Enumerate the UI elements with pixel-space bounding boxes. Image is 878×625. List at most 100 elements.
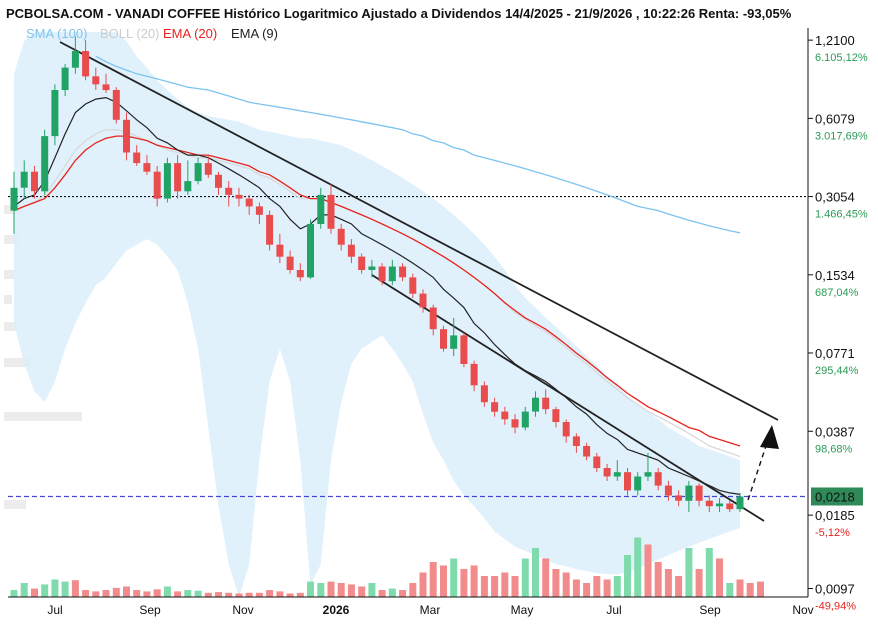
candle-body (266, 214, 274, 245)
volume-bar (695, 569, 703, 597)
x-tick-label: May (511, 603, 534, 617)
candle-body (255, 206, 263, 215)
volume-bar (399, 590, 407, 597)
candle-body (521, 411, 529, 428)
volume-bar (235, 593, 243, 597)
legend: SMA (100) BOLL (20) EMA (20) EMA (9) (26, 26, 278, 41)
candle-body (685, 485, 693, 501)
volume-bar (675, 576, 683, 597)
x-tick-label: 2026 (323, 603, 350, 617)
ema20-line (13, 135, 741, 447)
candle-body (716, 503, 723, 507)
volume-bar (245, 592, 253, 597)
volume-bar (716, 558, 723, 597)
last-price-label: 0,0218 (815, 489, 855, 504)
candle-body (286, 256, 294, 270)
ema9-line (13, 96, 741, 495)
volume-bar (153, 589, 161, 597)
volume-bar (491, 576, 499, 597)
candle-body (399, 266, 407, 278)
candle-body (695, 485, 703, 501)
candle-body (317, 194, 325, 224)
volume-bar (276, 591, 284, 597)
candle-body (736, 496, 744, 510)
volume-bar (429, 562, 437, 597)
y-tick-label: 0,6079 (815, 111, 855, 126)
projection-arrow-line (747, 439, 769, 501)
volume-profile-bar (4, 358, 29, 367)
legend-entry: EMA (9) (231, 26, 278, 41)
volume-bar (511, 576, 519, 597)
volume-bar (82, 590, 90, 597)
volume-bar (347, 584, 355, 597)
y-tick-percent: 98,68% (815, 443, 853, 455)
volume-bar (685, 548, 693, 597)
volume-bar (450, 558, 458, 597)
candle-body (572, 436, 580, 446)
volume-bar (572, 579, 580, 597)
volume-bar (705, 548, 713, 597)
candle-body (634, 476, 642, 491)
candle-body (10, 187, 18, 211)
volume-bar (388, 588, 396, 597)
x-axis: Jul Sep Nov 2026 Mar May Jul Sep Nov (8, 596, 814, 617)
volume-bar (419, 572, 427, 597)
candle-body (654, 472, 662, 486)
candle-body (20, 171, 28, 188)
candle-body (204, 163, 212, 175)
candle-body (603, 468, 611, 477)
volume-bar (440, 565, 447, 597)
volume-bar (184, 590, 192, 597)
volume-bar (613, 576, 621, 597)
volume-bar (501, 572, 509, 597)
y-tick-label: 0,0771 (815, 346, 855, 361)
candle-body (440, 329, 447, 349)
volume-bar (378, 590, 386, 597)
y-tick-label: 0,0097 (815, 581, 855, 596)
lower-trend-line (371, 274, 765, 522)
volume-bar (10, 590, 18, 597)
volume-bar (593, 576, 601, 597)
candle-body (358, 256, 366, 270)
volume-bar (470, 565, 478, 597)
trend-lines (59, 41, 779, 522)
x-tick-label: Sep (699, 603, 721, 617)
candle-body (409, 277, 417, 294)
x-tick-label: Jul (606, 603, 621, 617)
candle-body (337, 228, 345, 245)
volume-profile-bar (4, 295, 12, 304)
volume-bar (51, 579, 59, 597)
volume-bar (368, 583, 376, 597)
candle-body (552, 409, 560, 422)
volume-bar (307, 581, 314, 597)
candle-body (102, 84, 110, 91)
y-tick-percent: 687,04% (815, 287, 859, 299)
candle-body (31, 171, 38, 192)
volume-bar (562, 572, 570, 597)
volume-bar (480, 576, 488, 597)
candle-body (276, 244, 284, 257)
volume-bar (112, 587, 120, 597)
candle-body (163, 163, 171, 199)
y-tick-percent: 6.105,12% (815, 52, 868, 64)
volume-bar (726, 583, 734, 597)
candle-body (511, 419, 519, 428)
volume-bar (204, 592, 212, 597)
legend-entry: EMA (20) (163, 26, 217, 41)
candles (10, 36, 744, 513)
legend-entry: SMA (100) (26, 26, 87, 41)
candle-body (429, 307, 437, 330)
volume-bar (71, 580, 79, 597)
candle-body (245, 198, 253, 207)
upper-trend-line (59, 41, 779, 421)
volume-bar (460, 569, 468, 597)
candle-body (143, 163, 151, 172)
volume-profile-bar (4, 270, 14, 279)
y-axis: 1,2100 6.105,12% 0,6079 3.017,69% 0,3054 1.46… (807, 28, 868, 612)
candle-body (664, 485, 672, 496)
candle-body (92, 76, 100, 85)
volume-bar (521, 558, 529, 597)
candle-body (71, 51, 79, 68)
candle-body (542, 397, 550, 410)
